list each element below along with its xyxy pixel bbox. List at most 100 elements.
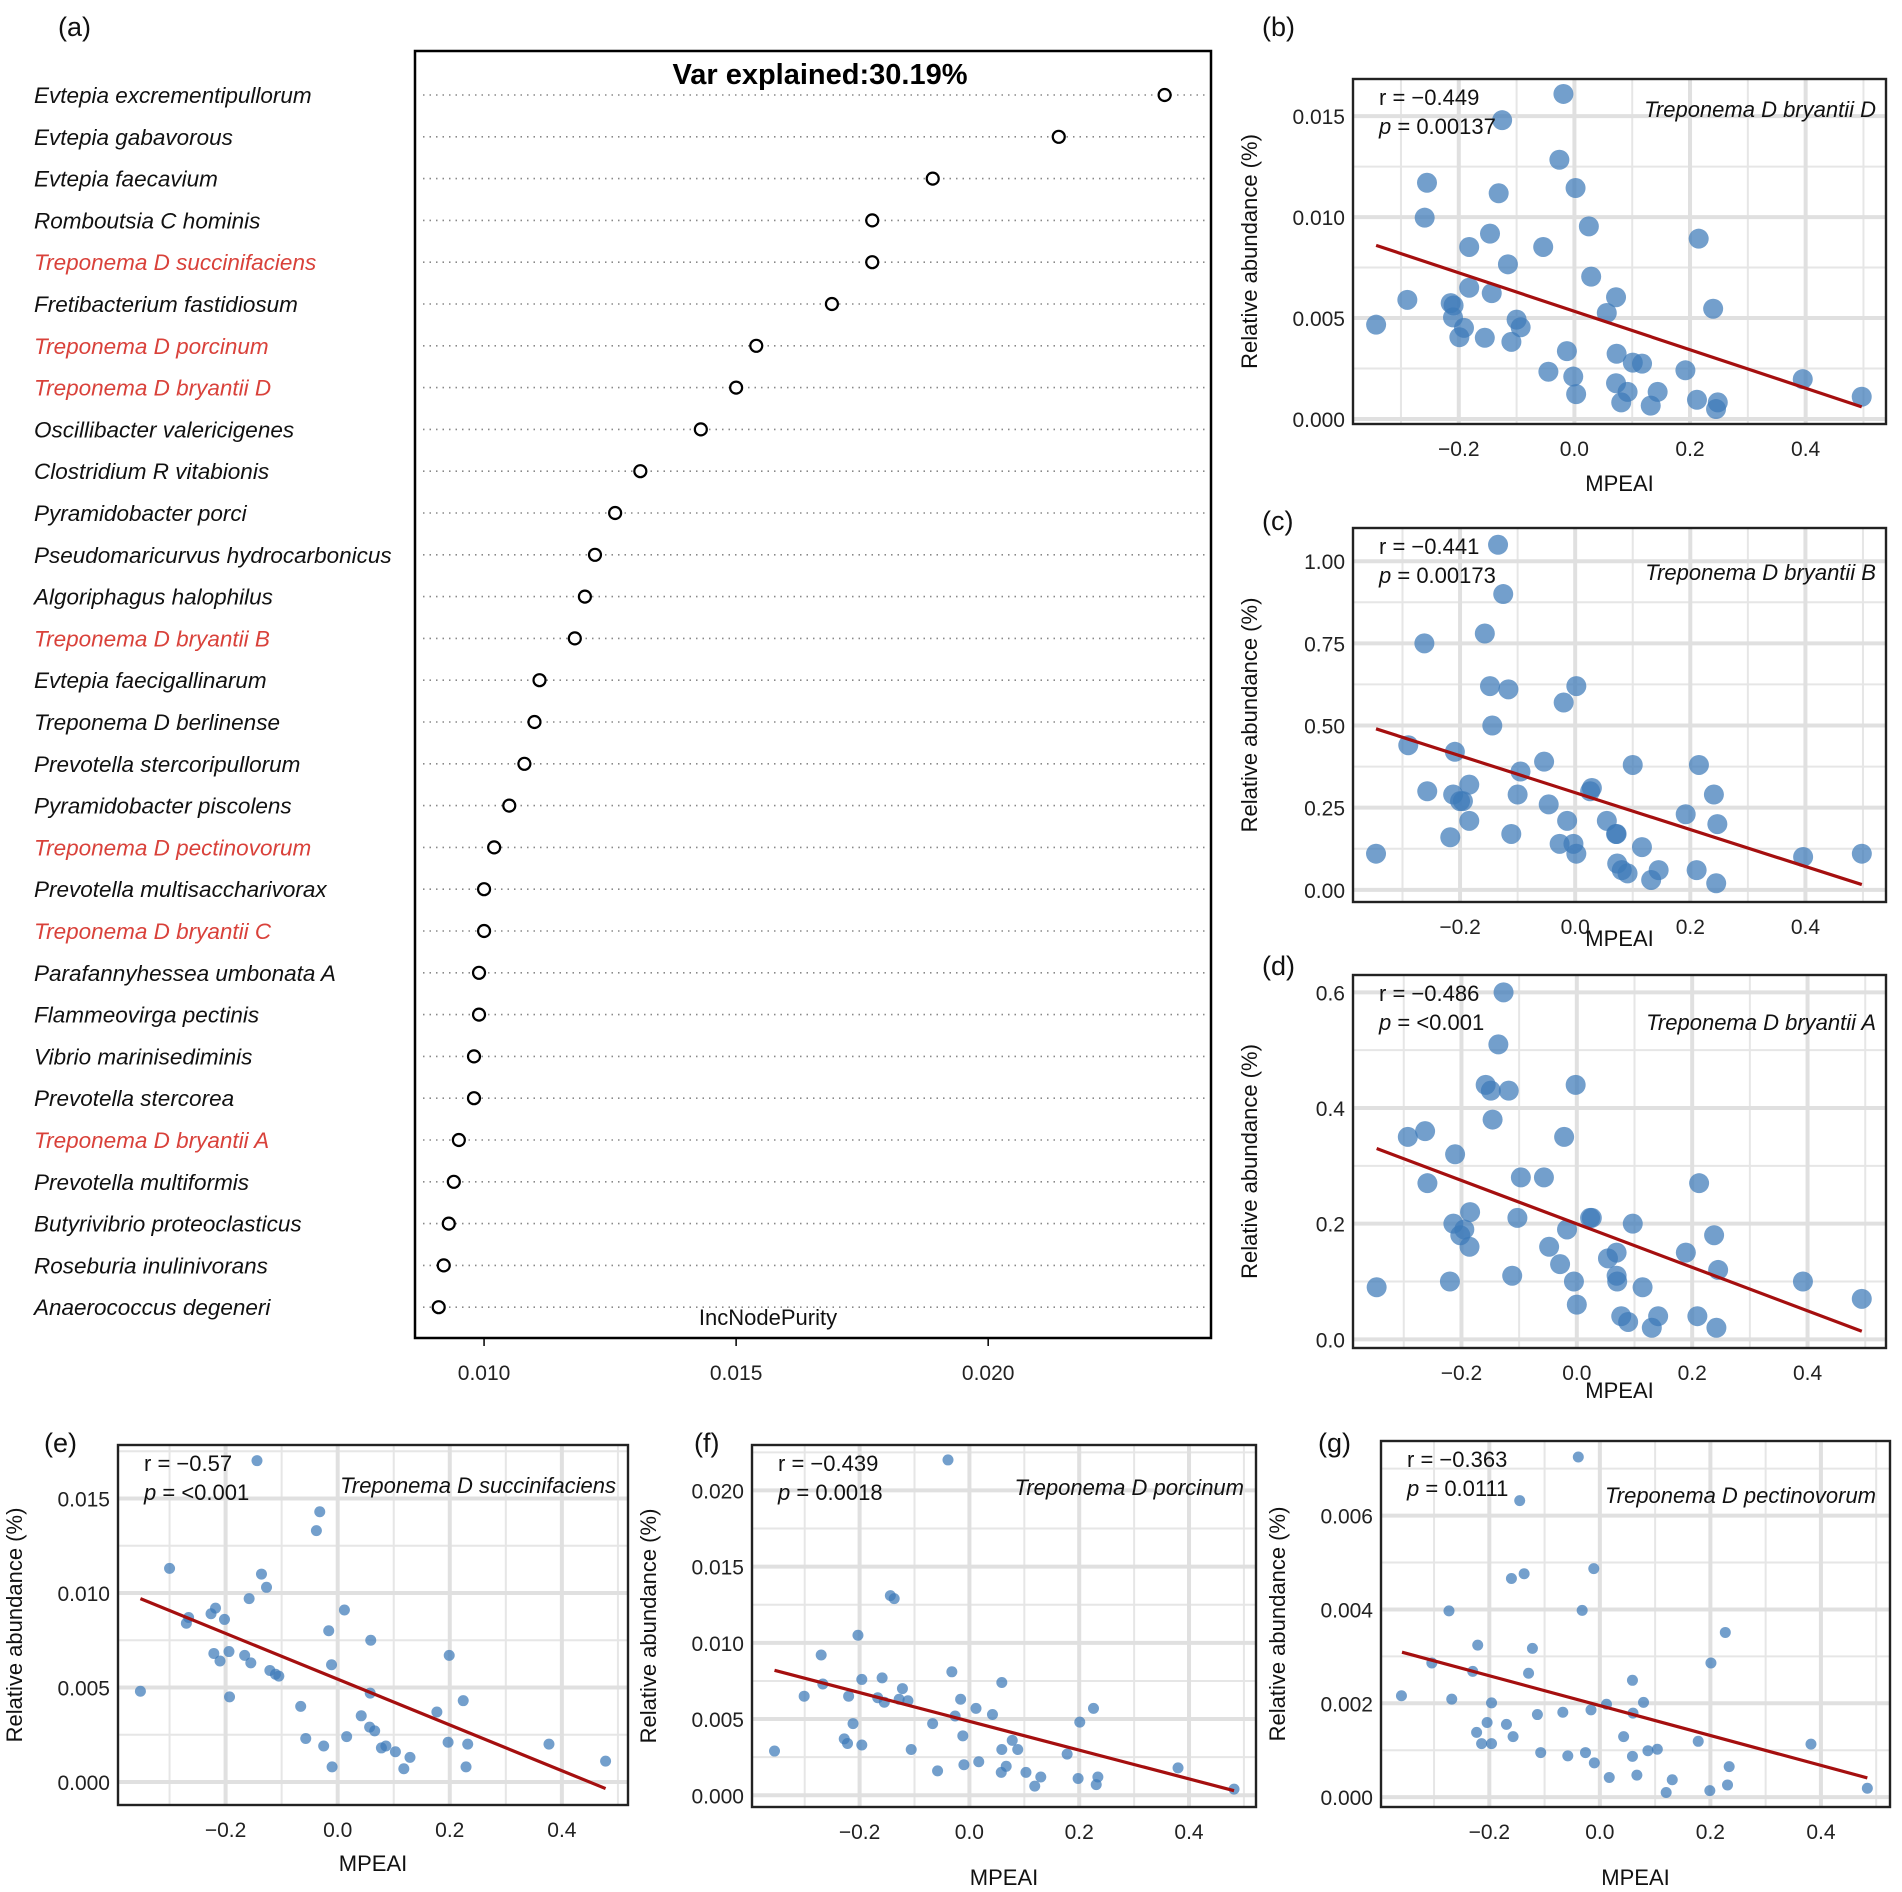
x-tick-label: 0.010 bbox=[458, 1362, 511, 1385]
data-point bbox=[1618, 1311, 1639, 1332]
data-point bbox=[1440, 827, 1461, 848]
panel-label: (c) bbox=[1262, 506, 1293, 536]
data-point bbox=[970, 1702, 982, 1714]
data-point bbox=[338, 1604, 350, 1616]
dot-point bbox=[441, 1216, 456, 1231]
category-label: Prevotella stercoripullorum bbox=[34, 752, 300, 777]
data-point bbox=[398, 1763, 410, 1775]
data-point bbox=[1366, 843, 1387, 864]
panel-label: (f) bbox=[694, 1428, 719, 1458]
data-point bbox=[1502, 1265, 1523, 1286]
y-axis-title: Relative abundance (%) bbox=[1237, 598, 1262, 833]
data-point bbox=[1020, 1766, 1032, 1778]
p-symbol: p bbox=[1406, 1476, 1419, 1501]
y-tick-label: 0.010 bbox=[1292, 207, 1345, 230]
data-point bbox=[876, 1672, 888, 1684]
category-label: Pyramidobacter porci bbox=[34, 501, 248, 526]
category-label: Parafannyhessea umbonata A bbox=[34, 961, 336, 986]
data-point bbox=[1474, 327, 1495, 348]
data-point bbox=[1618, 1731, 1630, 1743]
data-point bbox=[932, 1765, 944, 1777]
dot-point bbox=[502, 798, 517, 813]
data-point bbox=[243, 1593, 255, 1605]
category-label: Clostridium R vitabionis bbox=[34, 459, 269, 484]
p-symbol: p bbox=[1378, 563, 1391, 588]
category-label: Prevotella multiformis bbox=[34, 1170, 249, 1195]
dot-point bbox=[633, 464, 648, 479]
data-point bbox=[1505, 1572, 1517, 1584]
data-point bbox=[218, 1613, 230, 1625]
p-value-text: = 0.00137 bbox=[1391, 114, 1496, 139]
data-point bbox=[380, 1740, 392, 1752]
data-point bbox=[1851, 843, 1872, 864]
data-point bbox=[1566, 1294, 1587, 1315]
dot-point bbox=[471, 1007, 487, 1022]
r-value: r = −0.486 bbox=[1379, 981, 1479, 1006]
data-point bbox=[1549, 149, 1570, 170]
data-point bbox=[1493, 584, 1514, 605]
x-tick-label: −0.2 bbox=[1469, 1821, 1510, 1844]
data-point bbox=[1648, 860, 1669, 881]
x-tick-label: 0.2 bbox=[1675, 438, 1704, 461]
x-tick-label: 0.2 bbox=[1065, 1821, 1094, 1844]
data-point bbox=[1488, 534, 1509, 555]
data-point bbox=[1607, 1271, 1628, 1292]
data-point bbox=[1707, 814, 1728, 835]
data-point bbox=[1861, 1782, 1873, 1794]
x-axis-title: MPEAI bbox=[339, 1851, 407, 1876]
data-point bbox=[224, 1691, 236, 1703]
data-point bbox=[251, 1455, 263, 1467]
data-point bbox=[341, 1731, 353, 1743]
x-tick-label: 0.4 bbox=[1791, 438, 1821, 461]
p-value: p = <0.001 bbox=[143, 1480, 249, 1505]
category-label: Evtepia faecigallinarum bbox=[34, 668, 267, 693]
data-point bbox=[1626, 1750, 1638, 1762]
dot-point bbox=[1051, 129, 1066, 144]
data-point bbox=[1480, 223, 1501, 244]
x-tick-label: 0.4 bbox=[547, 1819, 577, 1842]
regression-line bbox=[774, 1668, 1235, 1793]
y-tick-label: 0.75 bbox=[1304, 633, 1345, 656]
data-point bbox=[1090, 1779, 1102, 1791]
y-tick-label: 0.015 bbox=[1292, 106, 1345, 129]
data-point bbox=[1622, 1213, 1643, 1234]
p-value: p = 0.0018 bbox=[777, 1480, 883, 1505]
category-label: Butyrivibrio proteoclasticus bbox=[34, 1212, 302, 1237]
data-point bbox=[1481, 1717, 1493, 1729]
data-point bbox=[1554, 1126, 1575, 1147]
data-point bbox=[1688, 228, 1709, 249]
r-value: r = −0.363 bbox=[1407, 1447, 1507, 1472]
data-point bbox=[1472, 1639, 1484, 1651]
y-tick-label: 0.0 bbox=[1316, 1329, 1345, 1352]
y-tick-label: 0.005 bbox=[1292, 308, 1345, 331]
x-tick-label: 0.015 bbox=[710, 1362, 763, 1385]
y-tick-label: 0.010 bbox=[57, 1583, 110, 1606]
y-tick-label: 0.25 bbox=[1304, 798, 1345, 821]
y-tick-label: 0.010 bbox=[691, 1633, 744, 1656]
data-point bbox=[208, 1647, 220, 1659]
p-value: p = <0.001 bbox=[1378, 1010, 1484, 1035]
data-point bbox=[769, 1745, 781, 1757]
data-point bbox=[462, 1738, 474, 1750]
y-tick-label: 0.2 bbox=[1316, 1214, 1345, 1237]
data-point bbox=[1395, 1690, 1407, 1702]
data-point bbox=[389, 1746, 401, 1758]
data-point bbox=[1603, 1771, 1615, 1783]
panel-d: −0.2 0.0 0.2 0.4 0.0 0.2 0.4 0.6 r = −0.486 p = <… bbox=[1237, 951, 1888, 1403]
dot-point bbox=[693, 422, 708, 437]
data-point bbox=[1632, 1277, 1653, 1298]
data-point bbox=[1566, 843, 1587, 864]
data-point bbox=[1459, 774, 1480, 795]
y-tick-label: 0.000 bbox=[1292, 409, 1345, 432]
x-axis-title: IncNodePurity bbox=[699, 1305, 837, 1330]
data-point bbox=[355, 1710, 367, 1722]
data-point bbox=[1518, 1568, 1530, 1580]
data-point bbox=[1704, 1785, 1716, 1797]
data-point bbox=[1622, 754, 1643, 775]
y-tick-label: 0.006 bbox=[1320, 1506, 1373, 1529]
data-point bbox=[1035, 1771, 1047, 1783]
r-value: r = −0.439 bbox=[778, 1451, 878, 1476]
data-point bbox=[1533, 236, 1554, 257]
dot-point bbox=[865, 213, 880, 228]
plot-frame bbox=[1379, 1439, 1892, 1809]
